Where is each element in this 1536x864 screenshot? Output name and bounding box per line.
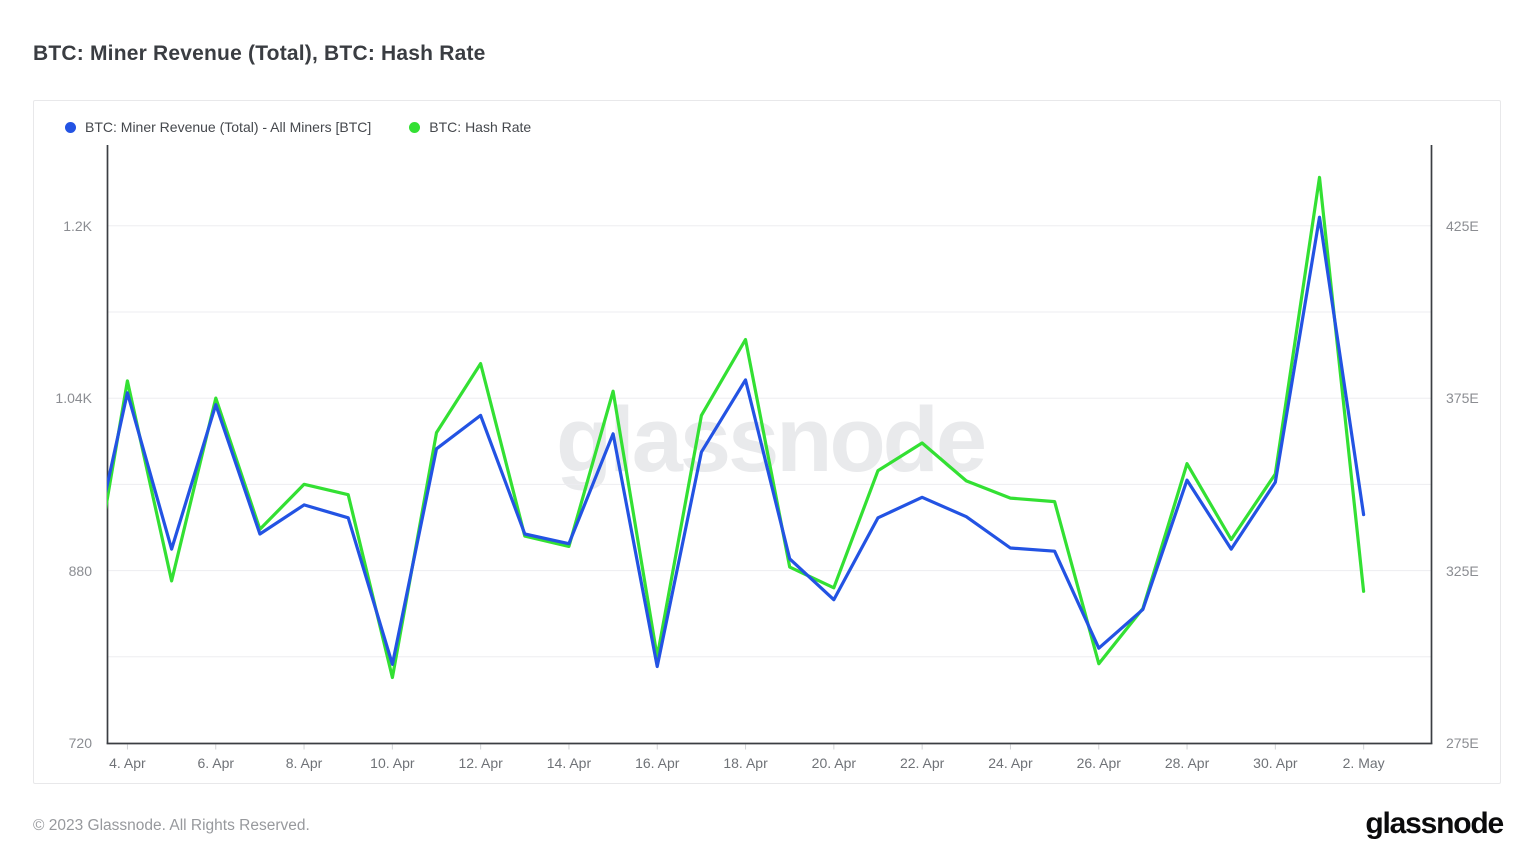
y-tick-label-left: 720: [68, 735, 92, 751]
x-tick-label: 22. Apr: [899, 755, 945, 771]
x-tick-label: 8. Apr: [285, 755, 323, 771]
x-tick-label: 6. Apr: [197, 755, 235, 771]
x-tick-label: 12. Apr: [458, 755, 503, 771]
legend-dot-miner-revenue-icon: [65, 121, 76, 133]
legend-item-hash-rate[interactable]: BTC: Hash Rate: [409, 119, 531, 135]
hash-rate-line: [107, 175, 1366, 680]
x-tick-label: 20. Apr: [811, 755, 857, 771]
y-tick-label-left: 1.2K: [63, 217, 92, 234]
x-tick-label: 14. Apr: [546, 755, 592, 771]
x-tick-label: 2. May: [1342, 755, 1385, 771]
x-tick-label: 30. Apr: [1253, 755, 1298, 771]
y-tick-label-right: 425E: [1446, 217, 1479, 234]
y-tick-label-right: 375E: [1446, 390, 1479, 407]
legend-label-hash-rate: BTC: Hash Rate: [429, 119, 532, 135]
x-axis-tick-marks: [126, 744, 1365, 750]
plot-gridlines: [108, 225, 1431, 658]
y-tick-label-left: 880: [68, 562, 92, 579]
glassnode-logo: glassnode: [1365, 807, 1504, 840]
legend-item-miner-revenue[interactable]: BTC: Miner Revenue (Total) - All Miners …: [65, 119, 371, 135]
series-lines: [107, 175, 1366, 680]
legend-label-miner-revenue: BTC: Miner Revenue (Total) - All Miners …: [85, 119, 372, 135]
x-tick-label: 18. Apr: [723, 755, 768, 771]
y-tick-label-left: 1.04K: [55, 390, 92, 407]
x-tick-label: 4. Apr: [109, 755, 146, 771]
miner-revenue-line: [107, 215, 1366, 669]
x-tick-label: 10. Apr: [370, 755, 415, 771]
x-tick-label: 24. Apr: [988, 755, 1033, 771]
x-tick-label: 26. Apr: [1076, 755, 1121, 771]
y-tick-label-right: 275E: [1446, 735, 1479, 751]
chart-legend: BTC: Miner Revenue (Total) - All Miners …: [65, 117, 531, 137]
x-tick-label: 28. Apr: [1164, 755, 1210, 771]
x-tick-label: 16. Apr: [635, 755, 680, 771]
legend-dot-hash-rate-icon: [409, 121, 421, 133]
footer-copyright: © 2023 Glassnode. All Rights Reserved.: [33, 817, 310, 834]
page-title: BTC: Miner Revenue (Total), BTC: Hash Ra…: [33, 42, 486, 65]
y-tick-label-right: 325E: [1446, 562, 1479, 579]
